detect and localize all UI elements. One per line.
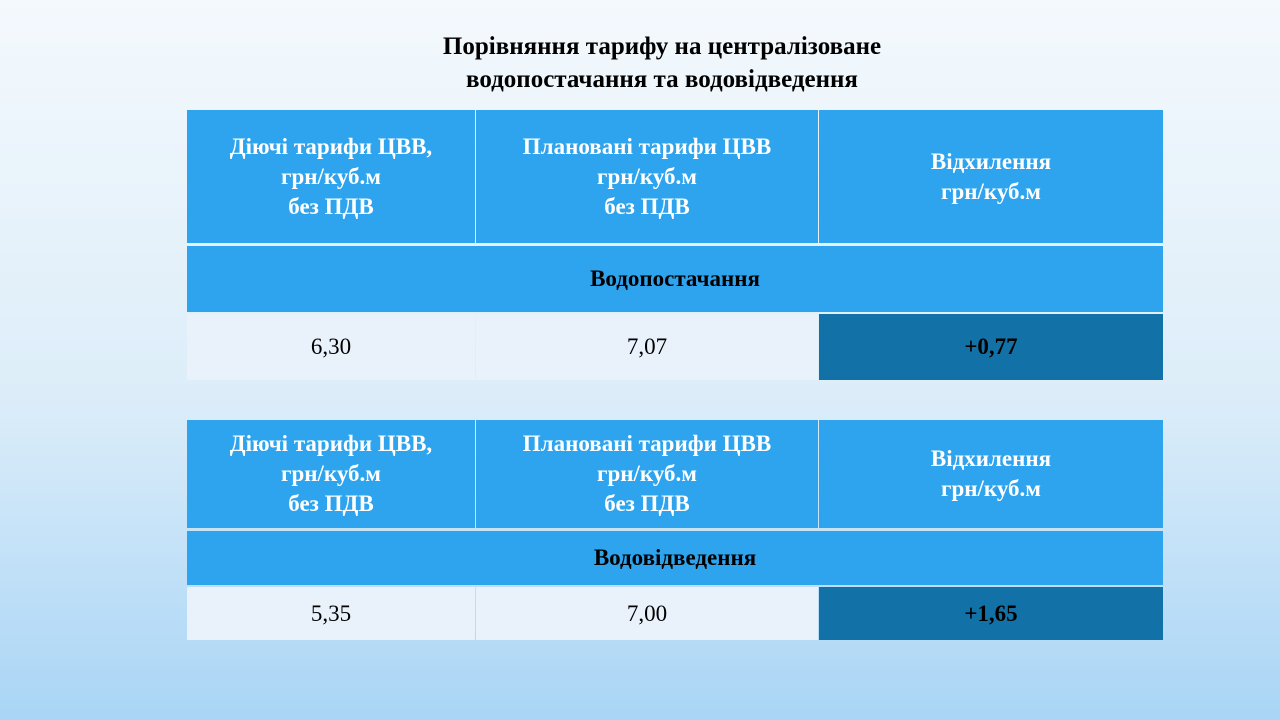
value-cell: 6,30 <box>187 314 475 380</box>
title-line: Порівняння тарифу на централізоване <box>442 33 882 60</box>
table: Діючі тарифи ЦВВ, грн/куб.м без ПДВ Планова… <box>187 110 1163 380</box>
title: Порівняння тарифу на централізоване водоп… <box>0 30 1280 96</box>
header-cell: Діючі тарифи ЦВВ, грн/куб.м без ПДВ <box>187 420 475 528</box>
header-line: без ПДВ <box>288 491 374 516</box>
deviation-cell: +0,77 <box>819 314 1163 380</box>
section-cell: Водовідведення <box>187 531 1163 585</box>
header-line: Діючі тарифи ЦВВ, <box>229 133 433 159</box>
header-cell: Плановані тарифи ЦВВ грн/куб.м без ПДВ <box>476 110 818 243</box>
value-cell: 7,07 <box>476 314 818 380</box>
header-line: грн/куб.м <box>597 461 697 486</box>
header-cell: Діючі тарифи ЦВВ, грн/куб.м без ПДВ <box>187 110 475 243</box>
header-cell: Плановані тарифи ЦВВ грн/куб.м без ПДВ <box>476 420 818 528</box>
header-line: грн/куб.м <box>941 476 1041 501</box>
header-line: Відхилення <box>930 148 1052 174</box>
header-line: Плановані тарифи ЦВВ <box>522 133 772 159</box>
header-line: грн/куб.м <box>597 163 697 189</box>
table: Діючі тарифи ЦВВ, грн/куб.м без ПДВ Планова… <box>187 420 1163 640</box>
header-line: Діючі тарифи ЦВВ, <box>229 431 433 456</box>
value-cell: 7,00 <box>476 587 818 640</box>
header-line: без ПДВ <box>604 193 690 219</box>
header-line: грн/куб.м <box>281 163 381 189</box>
header-line: Відхилення <box>930 446 1052 471</box>
header-line: без ПДВ <box>288 193 374 219</box>
header-line: грн/куб.м <box>281 461 381 486</box>
header-line: без ПДВ <box>604 491 690 516</box>
section-cell: Водопостачання <box>187 246 1163 312</box>
header-line: Плановані тарифи ЦВВ <box>522 431 772 456</box>
title-line: водопостачання та водовідведення <box>466 66 858 93</box>
deviation-cell: +1,65 <box>819 587 1163 640</box>
header-cell: Відхилення грн/куб.м <box>819 110 1163 243</box>
header-cell: Відхилення грн/куб.м <box>819 420 1163 528</box>
header-line: грн/куб.м <box>941 178 1041 204</box>
value-cell: 5,35 <box>187 587 475 640</box>
